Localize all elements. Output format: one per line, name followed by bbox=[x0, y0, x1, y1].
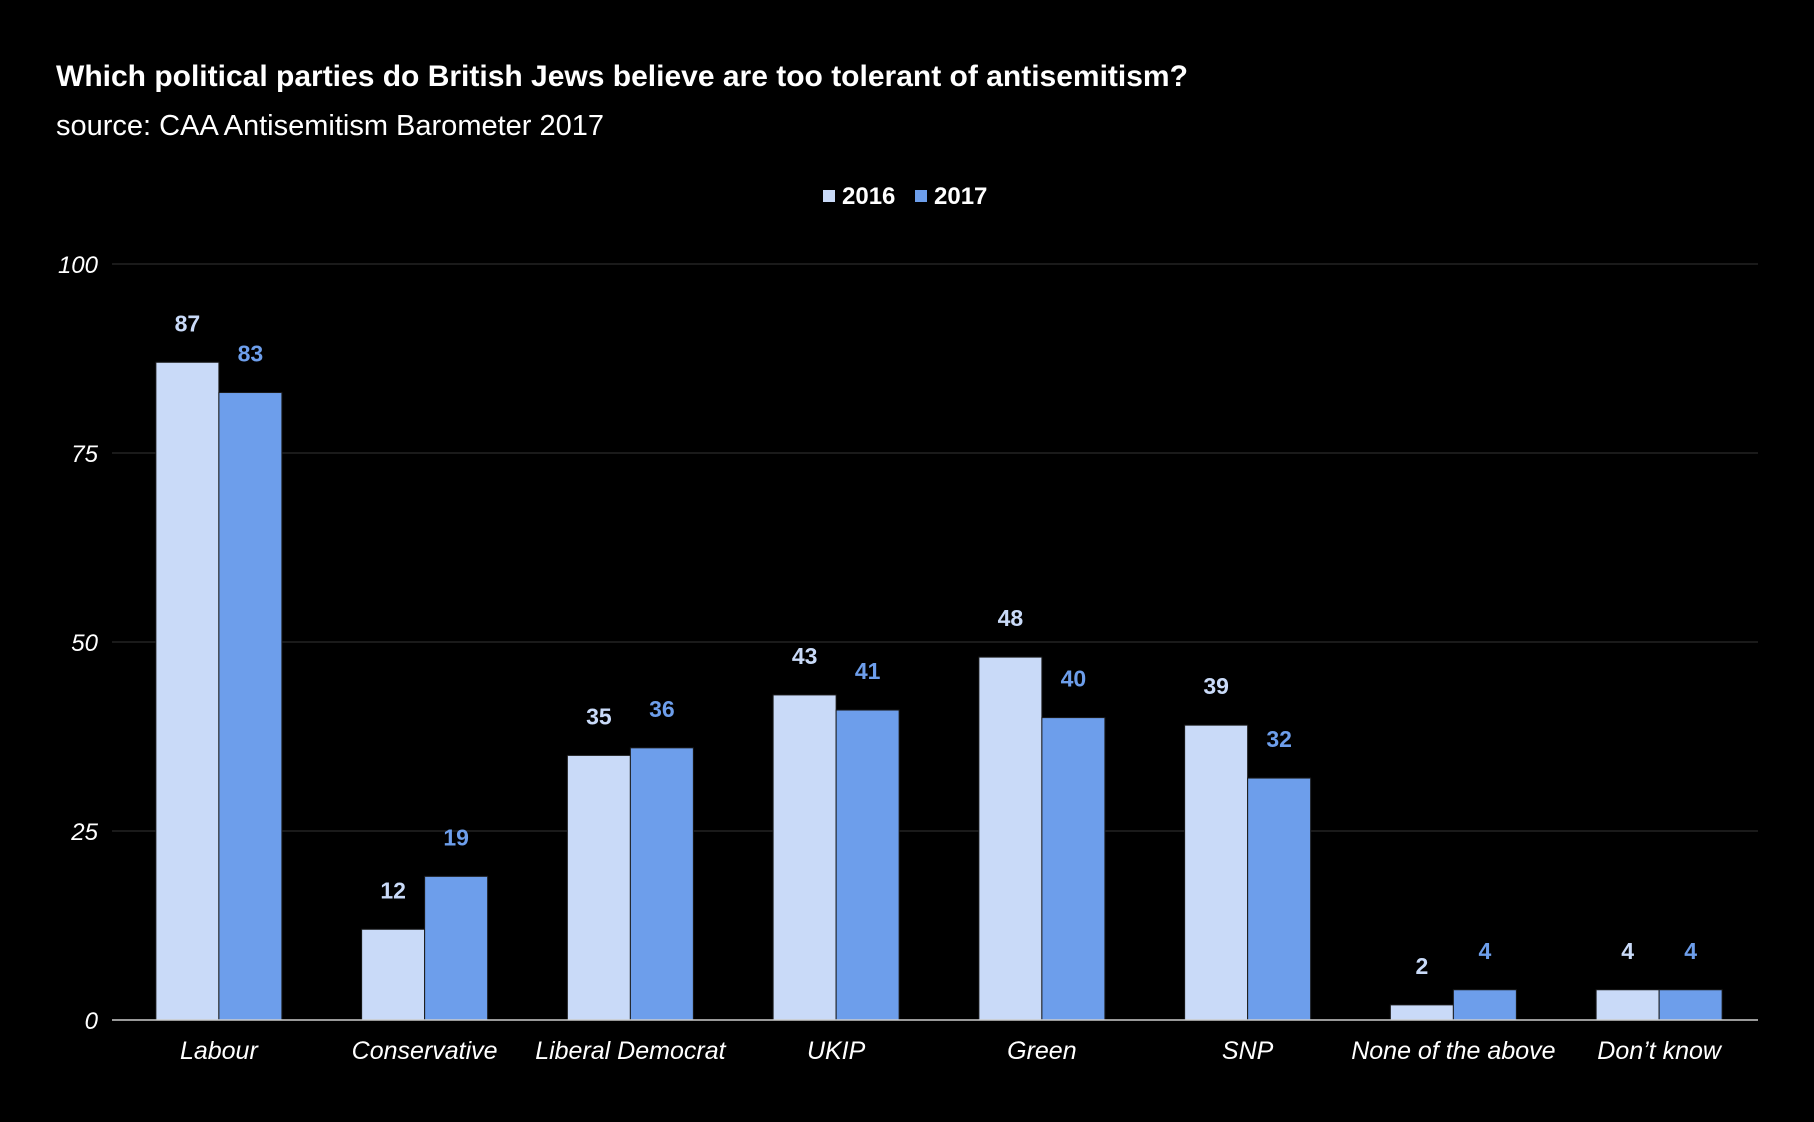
x-tick-label-green: Green bbox=[1007, 1037, 1076, 1065]
legend-label-2016: 2016 bbox=[842, 183, 895, 210]
x-tick-label-ukip: UKIP bbox=[807, 1037, 866, 1065]
bar-conservative-2016 bbox=[361, 928, 426, 1021]
bar-don-t-know-2016 bbox=[1595, 989, 1660, 1021]
chart-subtitle: source: CAA Antisemitism Barometer 2017 bbox=[56, 110, 604, 142]
y-tick-label-0: 0 bbox=[85, 1008, 99, 1035]
bar-labour-2017 bbox=[218, 392, 283, 1021]
x-tick-label-conservative: Conservative bbox=[352, 1037, 498, 1065]
legend-swatch-2016 bbox=[823, 190, 835, 202]
data-label-ukip-2016: 43 bbox=[792, 643, 818, 669]
data-label-liberal-democrat-2017: 36 bbox=[649, 696, 675, 722]
x-tick-label-don-t-know: Don’t know bbox=[1597, 1037, 1723, 1065]
legend: 2016 2017 bbox=[823, 183, 987, 210]
bar-snp-2016 bbox=[1184, 724, 1249, 1021]
x-tick-label-snp: SNP bbox=[1222, 1037, 1274, 1065]
bar-labour-2016 bbox=[155, 361, 220, 1021]
data-label-don-t-know-2017: 4 bbox=[1684, 938, 1697, 964]
bar-conservative-2017 bbox=[424, 875, 489, 1021]
y-tick-label-50: 50 bbox=[71, 630, 98, 657]
bar-liberal-democrat-2017 bbox=[629, 747, 694, 1021]
data-label-conservative-2016: 12 bbox=[380, 877, 406, 903]
bar-snp-2017 bbox=[1247, 777, 1312, 1021]
bar-don-t-know-2017 bbox=[1658, 989, 1723, 1021]
bar-none-of-the-above-2017 bbox=[1452, 989, 1517, 1021]
data-label-snp-2017: 32 bbox=[1266, 726, 1292, 752]
value-labels: 87 83 12 19 35 36 43 41 48 40 39 32 2 4 4 4 bbox=[175, 310, 1698, 979]
y-tick-label-75: 75 bbox=[71, 441, 98, 468]
bar-ukip-2017 bbox=[835, 709, 900, 1021]
bars bbox=[155, 361, 1723, 1021]
bar-ukip-2016 bbox=[772, 694, 837, 1021]
x-axis: Labour Conservative Liberal Democrat UKIP Gr… bbox=[112, 1019, 1758, 1065]
gridlines bbox=[112, 263, 1758, 832]
data-label-ukip-2017: 41 bbox=[855, 658, 881, 684]
data-label-labour-2016: 87 bbox=[175, 310, 201, 336]
data-label-labour-2017: 83 bbox=[238, 341, 264, 367]
data-label-none-of-the-above-2016: 2 bbox=[1415, 953, 1428, 979]
x-tick-label-labour: Labour bbox=[180, 1037, 260, 1065]
y-tick-label-25: 25 bbox=[70, 819, 98, 846]
bar-green-2016 bbox=[978, 656, 1043, 1021]
x-tick-label-none-of-the-above: None of the above bbox=[1351, 1037, 1555, 1065]
data-label-snp-2016: 39 bbox=[1203, 673, 1229, 699]
bar-liberal-democrat-2016 bbox=[566, 754, 631, 1021]
data-label-green-2016: 48 bbox=[998, 605, 1024, 631]
chart-title: Which political parties do British Jews … bbox=[56, 60, 1188, 93]
legend-swatch-2017 bbox=[915, 190, 927, 202]
y-axis: 0 25 50 75 100 bbox=[58, 252, 99, 1035]
data-label-don-t-know-2016: 4 bbox=[1621, 938, 1634, 964]
legend-label-2017: 2017 bbox=[934, 183, 987, 210]
data-label-conservative-2017: 19 bbox=[443, 824, 469, 850]
data-label-none-of-the-above-2017: 4 bbox=[1478, 938, 1491, 964]
data-label-green-2017: 40 bbox=[1061, 666, 1087, 692]
bar-green-2017 bbox=[1041, 717, 1106, 1021]
data-label-liberal-democrat-2016: 35 bbox=[586, 703, 612, 729]
y-tick-label-100: 100 bbox=[58, 252, 99, 279]
bar-none-of-the-above-2016 bbox=[1389, 1004, 1454, 1021]
x-tick-label-liberal-democrat: Liberal Democrat bbox=[535, 1037, 726, 1065]
